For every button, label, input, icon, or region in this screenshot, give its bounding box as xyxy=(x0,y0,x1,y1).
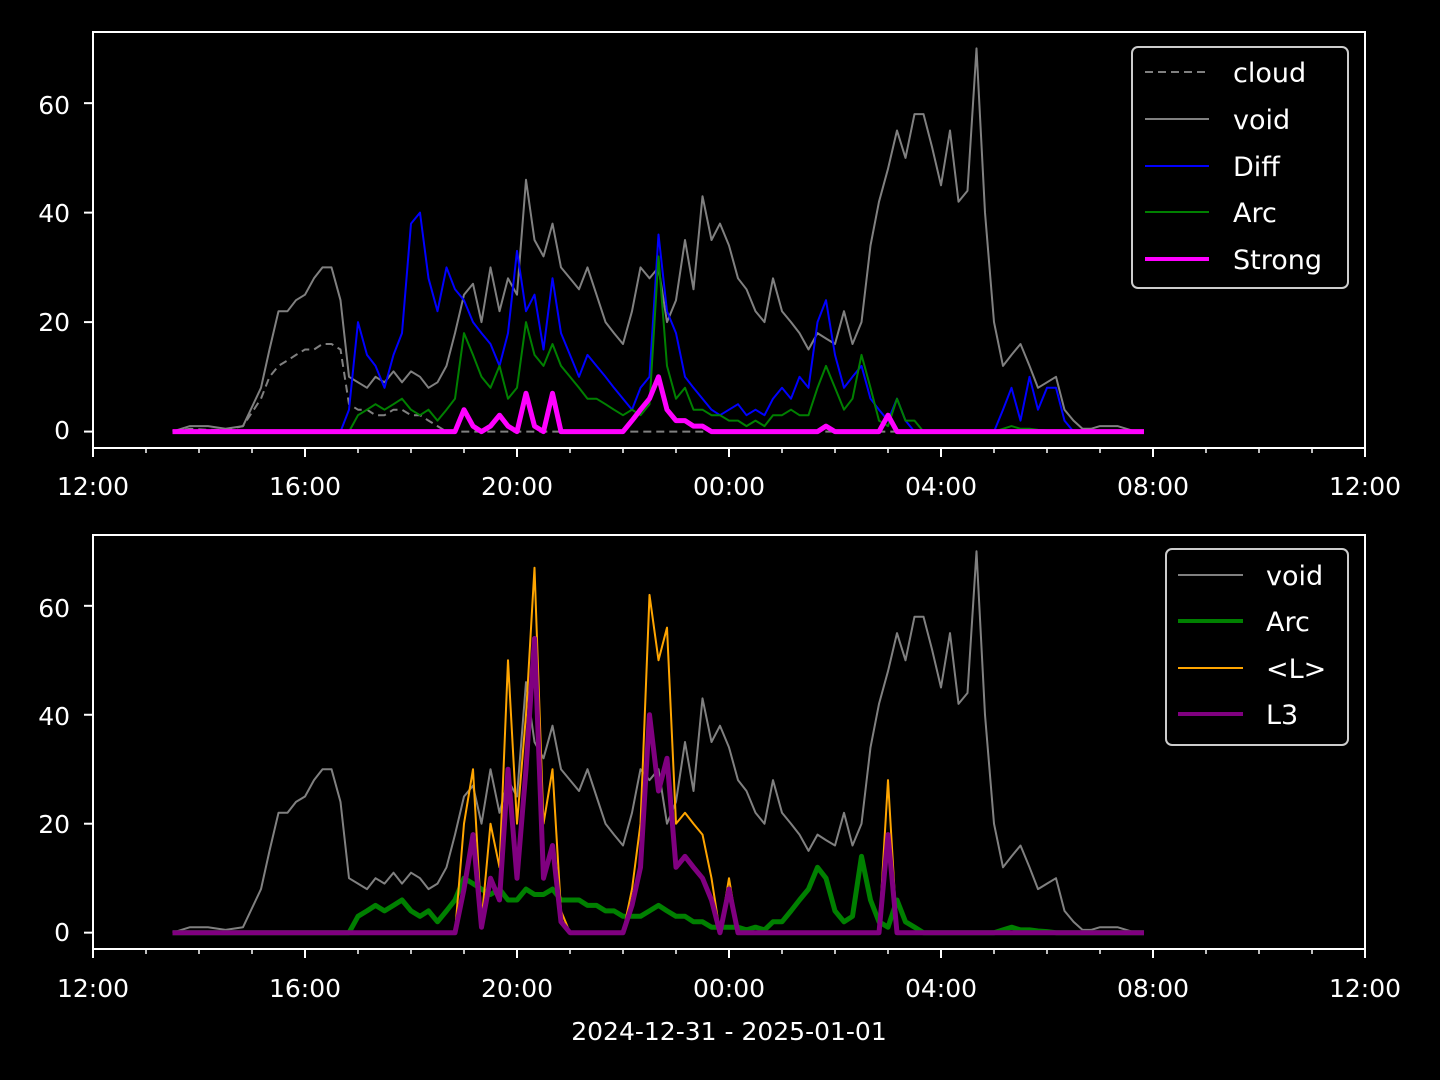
legend-label-diff: Diff xyxy=(1233,152,1281,183)
bottom-plot: 12:00 16:00 20:00 00:00 04:00 08:00 12:0… xyxy=(38,534,1401,1046)
bottom-series-group xyxy=(172,550,1144,936)
top-legend-box xyxy=(1131,46,1349,289)
top-y-tick-labels: 0 20 40 60 xyxy=(38,91,70,445)
legend-label-l3: L3 xyxy=(1266,700,1298,731)
bottom-x-ticks xyxy=(92,949,1366,958)
legend-label-void: void xyxy=(1233,105,1290,136)
top-y-tick-label: 60 xyxy=(38,91,70,120)
top-series-void xyxy=(172,47,1136,433)
bottom-x-tick-label: 16:00 xyxy=(269,974,341,1003)
top-legend: cloud void Diff Arc Strong xyxy=(1131,46,1349,289)
top-y-tick-label: 0 xyxy=(54,416,70,445)
top-x-tick-label: 04:00 xyxy=(905,472,977,501)
bottom-x-tick-label: 00:00 xyxy=(693,974,765,1003)
legend-label-arc: Arc xyxy=(1233,198,1277,229)
bottom-y-tick-label: 20 xyxy=(38,810,70,839)
bottom-y-tick-label: 60 xyxy=(38,594,70,623)
bottom-y-tick-label: 0 xyxy=(54,918,70,947)
bottom-series-l3 xyxy=(172,636,1144,936)
top-y-tick-label: 20 xyxy=(38,308,70,337)
bottom-x-tick-label: 08:00 xyxy=(1117,974,1189,1003)
bottom-y-tick-labels: 0 20 40 60 xyxy=(38,594,70,947)
top-y-tick-label: 40 xyxy=(38,199,70,228)
top-x-tick-labels: 12:00 16:00 20:00 00:00 04:00 08:00 12:0… xyxy=(57,472,1401,501)
bottom-x-tick-label: 12:00 xyxy=(1329,974,1401,1003)
top-plot: 12:00 16:00 20:00 00:00 04:00 08:00 12:0… xyxy=(38,31,1401,501)
top-x-tick-label: 08:00 xyxy=(1117,472,1189,501)
top-series-group xyxy=(172,47,1144,435)
bottom-y-ticks xyxy=(84,604,93,934)
legend-label-void: void xyxy=(1266,561,1323,592)
top-y-ticks xyxy=(84,102,93,433)
top-x-tick-label: 00:00 xyxy=(693,472,765,501)
legend-label-l-mean: <L> xyxy=(1266,654,1326,685)
top-x-ticks xyxy=(92,448,1366,457)
bottom-x-axis-label: 2024-12-31 - 2025-01-01 xyxy=(571,1017,887,1046)
bottom-x-tick-label: 12:00 xyxy=(57,974,129,1003)
bottom-legend-box xyxy=(1165,548,1349,746)
top-x-tick-label: 20:00 xyxy=(481,472,553,501)
bottom-x-tick-labels: 12:00 16:00 20:00 00:00 04:00 08:00 12:0… xyxy=(57,974,1401,1003)
bottom-y-tick-label: 40 xyxy=(38,702,70,731)
bottom-x-tick-label: 04:00 xyxy=(905,974,977,1003)
legend-label-strong: Strong xyxy=(1233,245,1322,276)
legend-label-cloud: cloud xyxy=(1233,58,1306,89)
bottom-x-tick-label: 20:00 xyxy=(481,974,553,1003)
top-x-tick-label: 16:00 xyxy=(269,472,341,501)
bottom-legend: void Arc <L> L3 xyxy=(1165,548,1349,746)
top-series-strong xyxy=(172,374,1144,435)
top-x-tick-label: 12:00 xyxy=(57,472,129,501)
top-x-tick-label: 12:00 xyxy=(1329,472,1401,501)
bottom-series-void xyxy=(172,550,1136,934)
legend-label-arc: Arc xyxy=(1266,607,1310,638)
